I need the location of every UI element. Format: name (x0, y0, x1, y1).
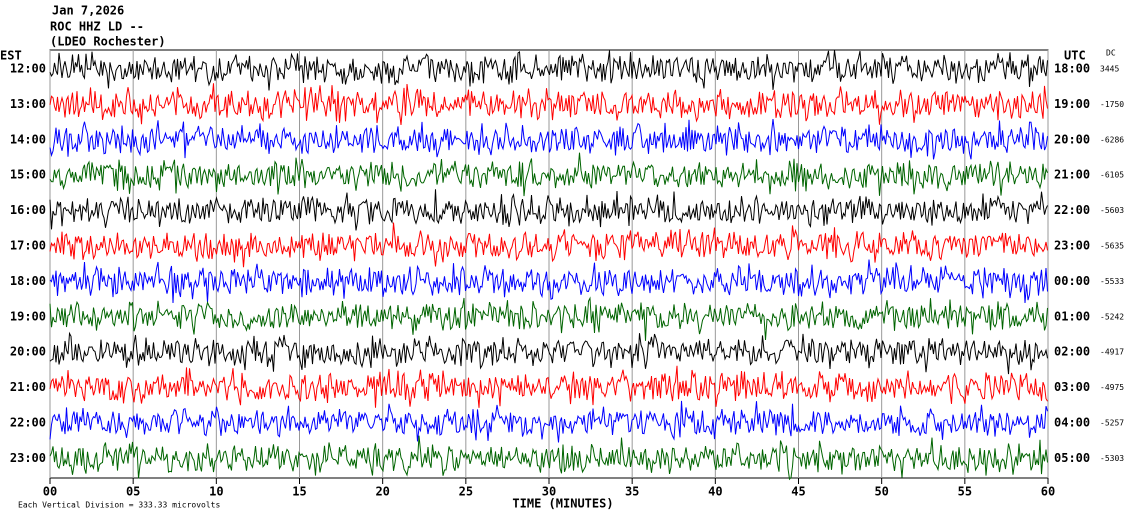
utc-label: UTC (1064, 49, 1086, 63)
est-label: 20:00 (10, 345, 46, 359)
x-tick-label: 15 (292, 485, 306, 499)
utc-label: 04:00 (1054, 416, 1090, 430)
x-tick-label: 05 (126, 485, 140, 499)
est-label: 12:00 (10, 62, 46, 76)
est-label: EST (0, 49, 22, 63)
utc-label: 23:00 (1054, 239, 1090, 253)
est-label: 13:00 (10, 97, 46, 111)
est-label: 19:00 (10, 309, 46, 323)
trace (49, 152, 1048, 197)
trace (49, 259, 1048, 304)
utc-label: 19:00 (1054, 97, 1090, 111)
est-label: 16:00 (10, 203, 46, 217)
utc-label: 02:00 (1054, 345, 1090, 359)
station: ROC HHZ LD -- (50, 20, 144, 34)
utc-label: 00:00 (1054, 274, 1090, 288)
x-tick-label: 45 (791, 485, 805, 499)
est-label: 14:00 (10, 132, 46, 146)
est-label: 23:00 (10, 451, 46, 465)
utc-label: 21:00 (1054, 168, 1090, 182)
est-label: 22:00 (10, 416, 46, 430)
x-tick-label: 35 (625, 485, 639, 499)
dc-value: -5603 (1100, 206, 1124, 215)
x-tick-label: 60 (1041, 485, 1055, 499)
dc-value: -5242 (1100, 312, 1124, 321)
trace (49, 365, 1048, 408)
dc-value: -5635 (1100, 242, 1124, 251)
utc-label: 22:00 (1054, 203, 1090, 217)
trace (49, 222, 1048, 268)
est-label: 17:00 (10, 239, 46, 253)
est-label: 15:00 (10, 168, 46, 182)
traces (49, 50, 1049, 481)
dc-value: -5533 (1100, 277, 1124, 286)
date: Jan 7,2026 (52, 4, 124, 18)
network: (LDEO Rochester) (50, 35, 166, 49)
x-tick-label: 55 (958, 485, 972, 499)
utc-label: 01:00 (1054, 309, 1090, 323)
est-label: 18:00 (10, 274, 46, 288)
x-tick-label: 50 (874, 485, 888, 499)
x-tick-label: 20 (375, 485, 389, 499)
trace (49, 189, 1048, 231)
dc-value: -5257 (1100, 419, 1124, 428)
x-tick-label: 00 (43, 485, 57, 499)
trace (49, 435, 1048, 481)
dc-value: -4917 (1100, 348, 1124, 357)
trace (49, 50, 1048, 91)
utc-label: 05:00 (1054, 451, 1090, 465)
est-label: 21:00 (10, 380, 46, 394)
trace (49, 400, 1048, 443)
dc-value: -1750 (1100, 100, 1124, 109)
utc-label: 18:00 (1054, 62, 1090, 76)
x-tick-label: 40 (708, 485, 722, 499)
footer: Each Vertical Division = 333.33 microvol… (18, 501, 220, 510)
x-tick-label: 25 (459, 485, 473, 499)
dc-value: -5303 (1100, 454, 1124, 463)
dc-value: -4975 (1100, 383, 1124, 392)
dc-label: DC (1106, 49, 1116, 58)
dc-value: -6105 (1100, 171, 1124, 180)
dc-value: 3445 (1100, 65, 1119, 74)
utc-label: 20:00 (1054, 132, 1090, 146)
x-tick-label: 30 (542, 485, 556, 499)
utc-label: 03:00 (1054, 380, 1090, 394)
dc-value: -6286 (1100, 135, 1124, 144)
x-tick-label: 10 (209, 485, 223, 499)
trace (49, 118, 1048, 160)
x-axis-label: TIME (MINUTES) (512, 497, 613, 511)
trace (49, 331, 1048, 375)
trace (49, 296, 1048, 341)
trace (49, 83, 1048, 125)
